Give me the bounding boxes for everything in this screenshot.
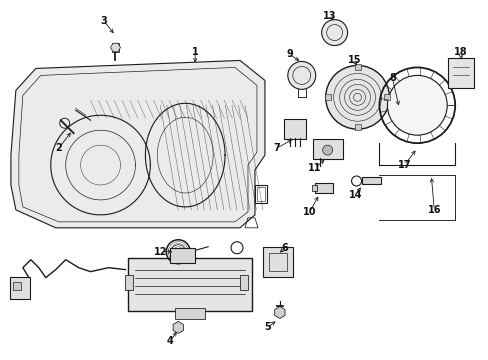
- Bar: [314, 183, 332, 193]
- Bar: [13, 282, 21, 289]
- Text: 7: 7: [273, 143, 280, 153]
- Text: 13: 13: [322, 11, 336, 21]
- Bar: [354, 124, 360, 130]
- Text: 4: 4: [166, 336, 173, 346]
- Polygon shape: [110, 43, 120, 52]
- Text: 18: 18: [453, 48, 467, 58]
- FancyBboxPatch shape: [10, 276, 30, 298]
- Bar: [268, 253, 286, 271]
- Text: 1: 1: [191, 48, 198, 58]
- Text: 17: 17: [397, 160, 410, 170]
- Polygon shape: [173, 321, 183, 333]
- FancyBboxPatch shape: [447, 58, 473, 88]
- Text: 10: 10: [303, 207, 316, 217]
- Bar: [384, 94, 389, 100]
- Circle shape: [287, 62, 315, 89]
- Bar: [175, 307, 205, 319]
- Circle shape: [386, 75, 447, 135]
- Bar: [240, 275, 247, 289]
- Bar: [324, 94, 330, 100]
- FancyBboxPatch shape: [128, 258, 251, 311]
- Text: 8: 8: [388, 73, 395, 84]
- Polygon shape: [274, 306, 285, 319]
- Text: 11: 11: [307, 163, 321, 173]
- Bar: [361, 177, 381, 184]
- Text: 3: 3: [100, 15, 107, 26]
- Bar: [416, 108, 427, 124]
- Text: 14: 14: [348, 190, 362, 200]
- Circle shape: [325, 66, 388, 129]
- Text: 2: 2: [55, 143, 62, 153]
- Text: 5: 5: [264, 323, 271, 332]
- Text: 12: 12: [153, 247, 167, 257]
- Bar: [311, 185, 316, 191]
- FancyBboxPatch shape: [312, 139, 342, 159]
- Text: 15: 15: [347, 55, 361, 66]
- Bar: [256, 187, 264, 201]
- Bar: [170, 248, 195, 263]
- Circle shape: [322, 145, 332, 155]
- Text: 6: 6: [281, 243, 287, 253]
- Polygon shape: [11, 60, 264, 228]
- Text: 16: 16: [427, 205, 440, 215]
- Text: 9: 9: [286, 49, 293, 59]
- FancyBboxPatch shape: [283, 119, 305, 139]
- Bar: [111, 42, 119, 53]
- Circle shape: [321, 20, 347, 45]
- FancyBboxPatch shape: [263, 247, 292, 276]
- Bar: [354, 64, 360, 71]
- Bar: [125, 275, 133, 289]
- Bar: [254, 185, 266, 203]
